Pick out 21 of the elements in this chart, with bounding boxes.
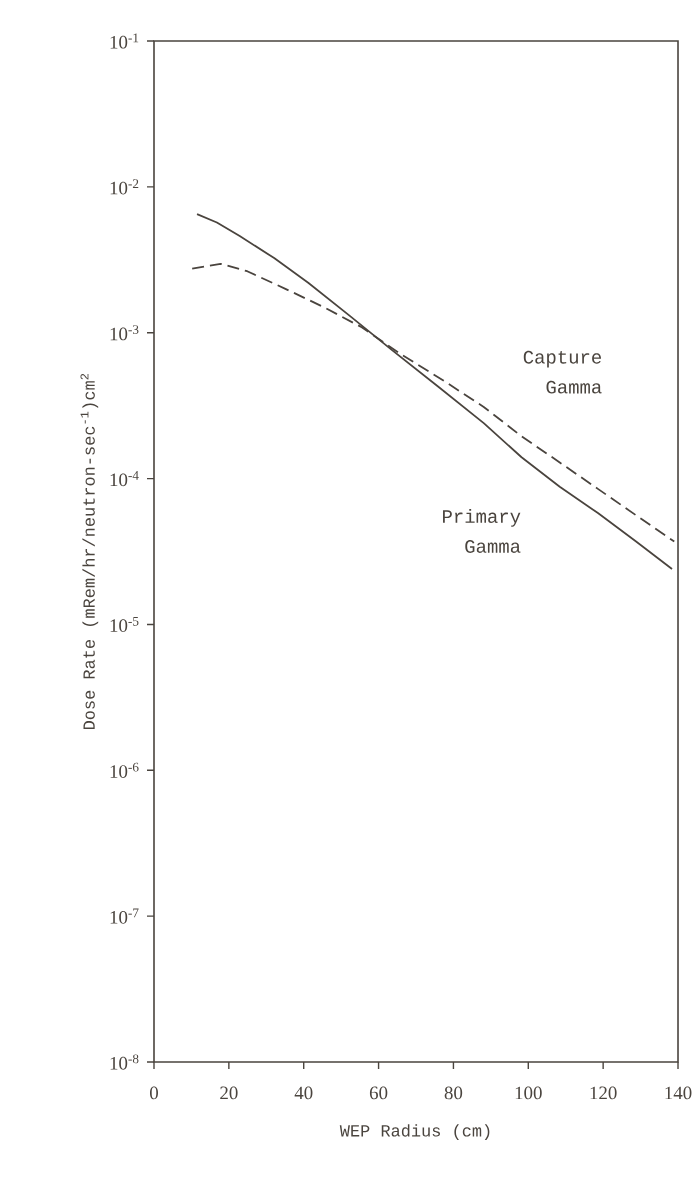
y-tick-label: 10$^{-8}$ xyxy=(110,1054,139,1070)
y-tick-label: 10$^{-7}$ xyxy=(110,908,139,924)
y-tick-label: 10$^{-4}$ xyxy=(110,471,139,487)
y-tick-label: 10$^{-6}$ xyxy=(110,762,139,778)
y-tick-label: 10$^{-3}$ xyxy=(110,325,139,341)
x-tick-label: 140 xyxy=(665,1086,692,1100)
x-tick-label: 120 xyxy=(590,1086,617,1100)
x-axis-title: WEP Radius (cm) xyxy=(339,1124,490,1140)
x-tick-label: 0 xyxy=(149,1086,158,1100)
line-series xyxy=(196,213,673,570)
y-tick-label: 10$^{-1}$ xyxy=(110,33,139,49)
y-axis-title: Dose Rate (mRem/hr/neutron-sec$^{-1}$)cm$^{2}$ xyxy=(80,373,99,730)
x-tick-label: 100 xyxy=(515,1086,542,1100)
x-tick-label: 60 xyxy=(369,1086,388,1100)
x-tick-label: 40 xyxy=(294,1086,313,1100)
series-label: Capture Gamma xyxy=(523,350,602,394)
x-tick-label: 20 xyxy=(220,1086,238,1100)
text: Primary Gamma xyxy=(443,509,521,553)
y-tick-label: 10$^{-2}$ xyxy=(110,179,139,195)
y-tick-label: 10$^{-5}$ xyxy=(110,616,139,632)
x-tick-label: 80 xyxy=(444,1086,463,1100)
